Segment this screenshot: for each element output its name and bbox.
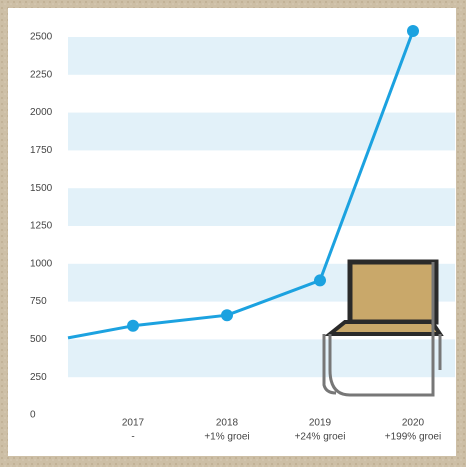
x-sublabel: +1% groei <box>204 432 249 443</box>
y-tick-label: 750 <box>30 296 47 307</box>
x-sublabel: +24% groei <box>295 432 346 443</box>
x-tick-label: 2017 <box>122 418 145 429</box>
point <box>127 319 139 332</box>
panel <box>8 8 456 456</box>
y-tick-label: 2000 <box>30 107 53 118</box>
chair-illustration <box>322 259 444 397</box>
y-tick-label: 250 <box>30 372 47 383</box>
y-tick-label: 2500 <box>30 32 53 43</box>
y-tick-label: 0 <box>30 410 36 421</box>
point <box>407 24 419 37</box>
band <box>68 339 455 378</box>
x-tick-label: 2019 <box>309 418 332 429</box>
y-tick-label: 2250 <box>30 69 53 80</box>
point <box>221 309 233 322</box>
x-tick-label: 2018 <box>216 418 239 429</box>
y-tick-label: 1500 <box>30 183 53 194</box>
plot: 0 250 500 750 1000 1250 1500 1750 2000 2250 2500 20… <box>30 24 441 443</box>
y-tick-label: 500 <box>30 334 47 345</box>
band <box>68 188 455 226</box>
band <box>68 37 455 75</box>
x-tick-label: 2020 <box>402 418 425 429</box>
bands <box>68 37 455 378</box>
y-tick-label: 1750 <box>30 145 53 156</box>
point <box>314 274 326 287</box>
y-tick-label: 1000 <box>30 258 53 269</box>
y-tick-label: 1250 <box>30 221 53 232</box>
x-sublabel: - <box>131 432 134 443</box>
x-sublabel: +199% groei <box>385 432 441 443</box>
band <box>68 112 455 151</box>
